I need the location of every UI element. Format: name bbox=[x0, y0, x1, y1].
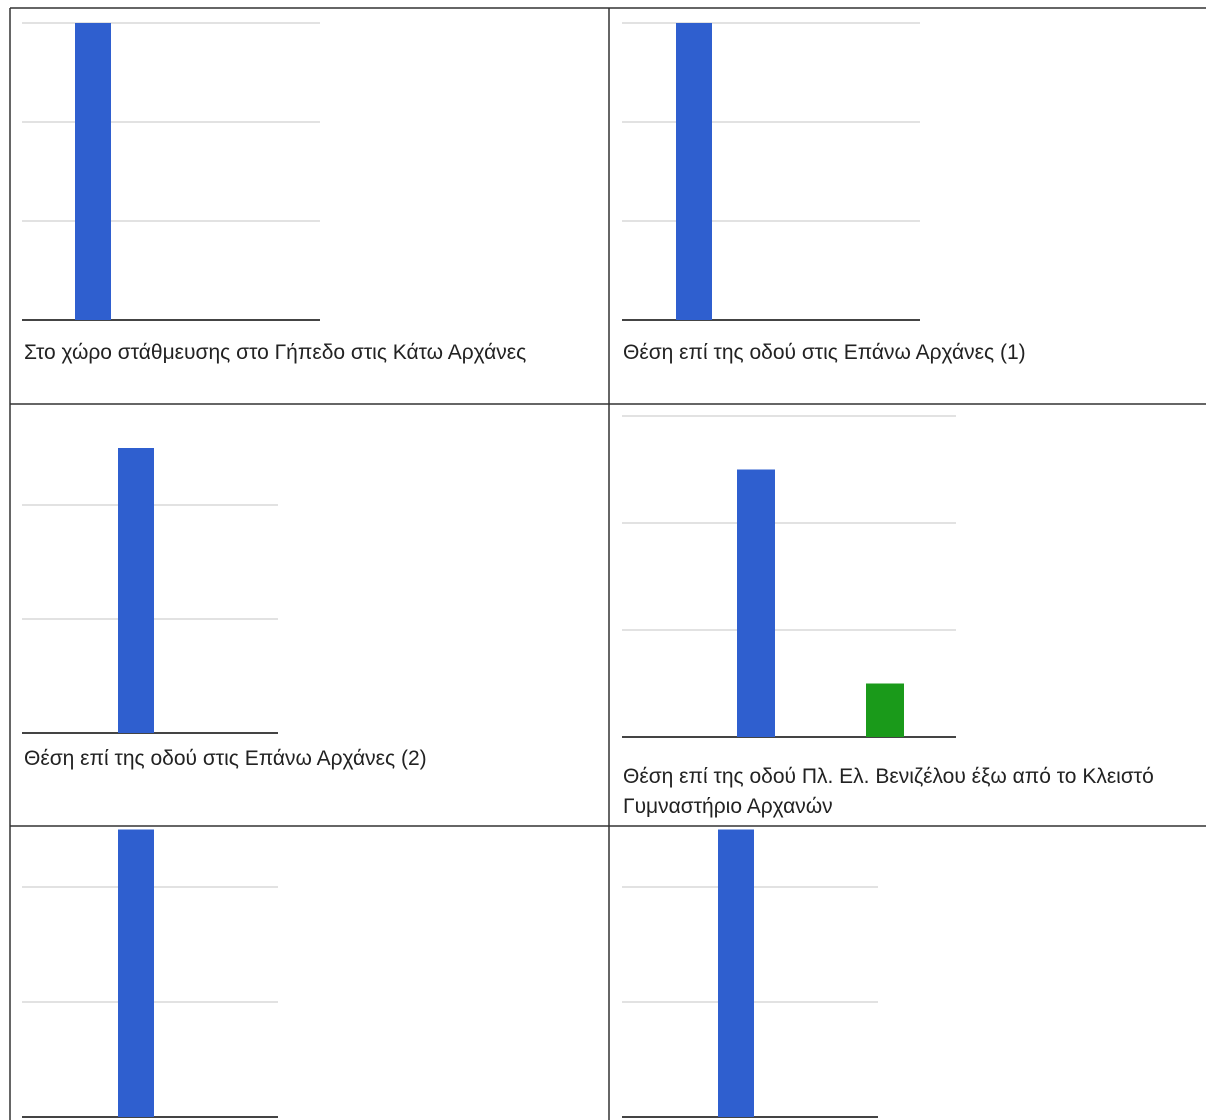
bar bbox=[118, 448, 154, 733]
chart bbox=[22, 448, 278, 734]
chart bbox=[622, 415, 956, 738]
chart bbox=[622, 22, 920, 321]
bar bbox=[737, 469, 775, 737]
bar bbox=[676, 23, 712, 320]
caption: Θέση επί της οδού στις Επάνω Αρχάνες (2) bbox=[24, 747, 427, 770]
bar bbox=[75, 23, 111, 320]
table-borders bbox=[9, 7, 1206, 1120]
chart bbox=[22, 829, 278, 1118]
chart bbox=[622, 829, 878, 1118]
bar bbox=[118, 829, 154, 1117]
chart bbox=[22, 22, 320, 321]
bar bbox=[866, 683, 904, 737]
caption: Θέση επί της οδού στις Επάνω Αρχάνες (1) bbox=[623, 341, 1026, 364]
caption: Θέση επί της οδού Πλ. Ελ. Βενιζέλου έξω … bbox=[623, 765, 1154, 818]
caption: Στο χώρο στάθμευσης στο Γήπεδο στις Κάτω… bbox=[24, 341, 527, 364]
bar bbox=[718, 829, 754, 1117]
